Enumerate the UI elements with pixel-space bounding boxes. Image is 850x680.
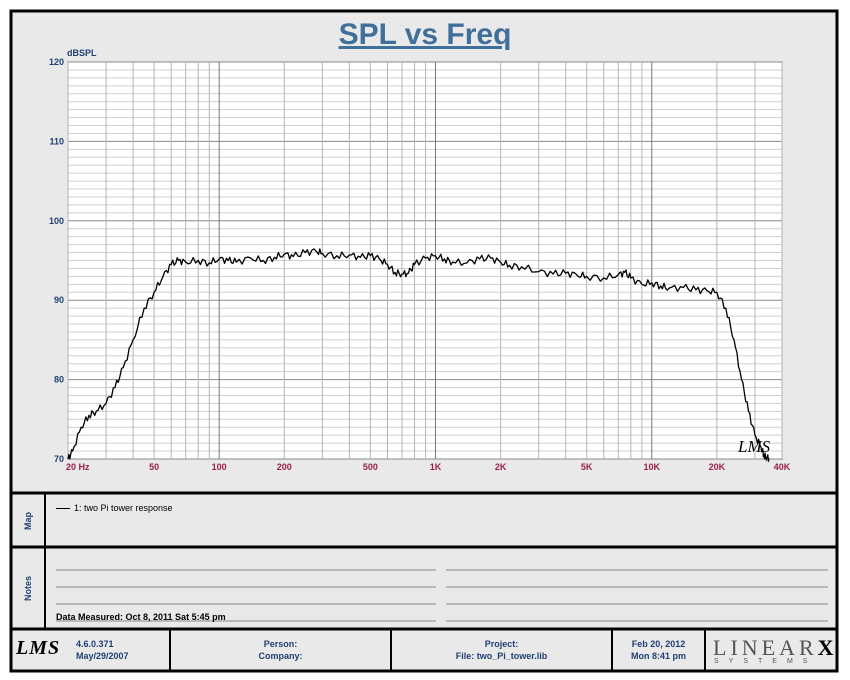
x-tick-label: 100 — [212, 462, 227, 472]
company-field: Company: — [258, 651, 303, 661]
data-measured-text: Data Measured: Oct 8, 2011 Sat 5:45 pm — [56, 612, 226, 622]
print-time-value: Mon 8:41 pm — [630, 651, 686, 661]
x-tick-label: 40K — [774, 462, 791, 472]
x-tick-label: 2K — [495, 462, 507, 472]
notes-panel-label: Notes — [23, 575, 33, 601]
project-info: Project: File: two_Pi_tower.lib — [391, 638, 612, 662]
version-number: 4.6.0.371 — [76, 639, 114, 649]
linearx-logo: LINEARX — [713, 635, 838, 661]
y-axis-label: dBSPL — [67, 48, 97, 58]
grid-lines — [67, 61, 783, 460]
project-field: Project: — [484, 639, 519, 649]
tick-labels: 70 80 90 100 110 120 20 Hz 50 100 200 500 1K 2K 5K 10K… — [49, 57, 791, 472]
map-panel-label: Map — [23, 512, 33, 530]
x-tick-label: 20K — [709, 462, 726, 472]
lms-logo: LMS — [16, 637, 61, 659]
legend-label: 1: two Pi tower response — [74, 503, 173, 513]
person-company: Person: Company: — [170, 638, 391, 662]
software-version: 4.6.0.371 May/29/2007 — [76, 638, 129, 662]
print-date: Feb 20, 2012 Mon 8:41 pm — [612, 638, 705, 662]
x-tick-label: 1K — [430, 462, 442, 472]
y-tick-label: 120 — [49, 57, 64, 67]
version-date: May/29/2007 — [76, 651, 129, 661]
x-tick-label: 5K — [581, 462, 593, 472]
y-tick-label: 90 — [54, 295, 64, 305]
brand-subtitle: SYSTEMS — [714, 658, 818, 665]
x-tick-label: 50 — [149, 462, 159, 472]
x-tick-label: 200 — [277, 462, 292, 472]
series-line — [67, 248, 770, 462]
series-layer — [67, 248, 770, 462]
brand-x: X — [817, 635, 838, 660]
chart-title: SPL vs Freq — [338, 18, 512, 51]
brand-name: LINEAR — [713, 635, 818, 660]
x-tick-label: 10K — [644, 462, 661, 472]
x-tick-label: 20 Hz — [66, 462, 90, 472]
legend-line-swatch — [56, 508, 70, 510]
y-tick-label: 100 — [49, 216, 64, 226]
legend-entry: 1: two Pi tower response — [56, 503, 173, 513]
y-tick-label: 70 — [54, 454, 64, 464]
y-tick-label: 80 — [54, 375, 64, 385]
file-field: File: two_Pi_tower.lib — [455, 651, 548, 661]
watermark-logo: LMS — [737, 437, 771, 456]
x-tick-label: 500 — [363, 462, 378, 472]
print-date-value: Feb 20, 2012 — [631, 639, 686, 649]
y-tick-label: 110 — [49, 136, 64, 146]
person-field: Person: — [263, 639, 298, 649]
